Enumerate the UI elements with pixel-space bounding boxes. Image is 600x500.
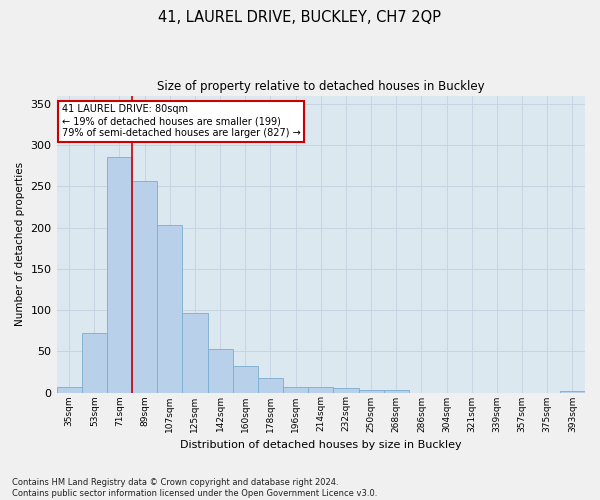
- Bar: [233, 366, 258, 392]
- Bar: [283, 386, 308, 392]
- X-axis label: Distribution of detached houses by size in Buckley: Distribution of detached houses by size …: [180, 440, 461, 450]
- Text: Contains HM Land Registry data © Crown copyright and database right 2024.
Contai: Contains HM Land Registry data © Crown c…: [12, 478, 377, 498]
- Bar: [132, 180, 157, 392]
- Bar: [56, 386, 82, 392]
- Bar: [157, 225, 182, 392]
- Bar: [383, 390, 409, 392]
- Bar: [359, 390, 383, 392]
- Title: Size of property relative to detached houses in Buckley: Size of property relative to detached ho…: [157, 80, 485, 93]
- Bar: [258, 378, 283, 392]
- Bar: [107, 156, 132, 392]
- Text: 41, LAUREL DRIVE, BUCKLEY, CH7 2QP: 41, LAUREL DRIVE, BUCKLEY, CH7 2QP: [158, 10, 442, 25]
- Bar: [208, 349, 233, 393]
- Bar: [182, 314, 208, 392]
- Bar: [560, 391, 585, 392]
- Bar: [308, 386, 334, 392]
- Y-axis label: Number of detached properties: Number of detached properties: [15, 162, 25, 326]
- Text: 41 LAUREL DRIVE: 80sqm
← 19% of detached houses are smaller (199)
79% of semi-de: 41 LAUREL DRIVE: 80sqm ← 19% of detached…: [62, 104, 301, 138]
- Bar: [334, 388, 359, 392]
- Bar: [82, 333, 107, 392]
